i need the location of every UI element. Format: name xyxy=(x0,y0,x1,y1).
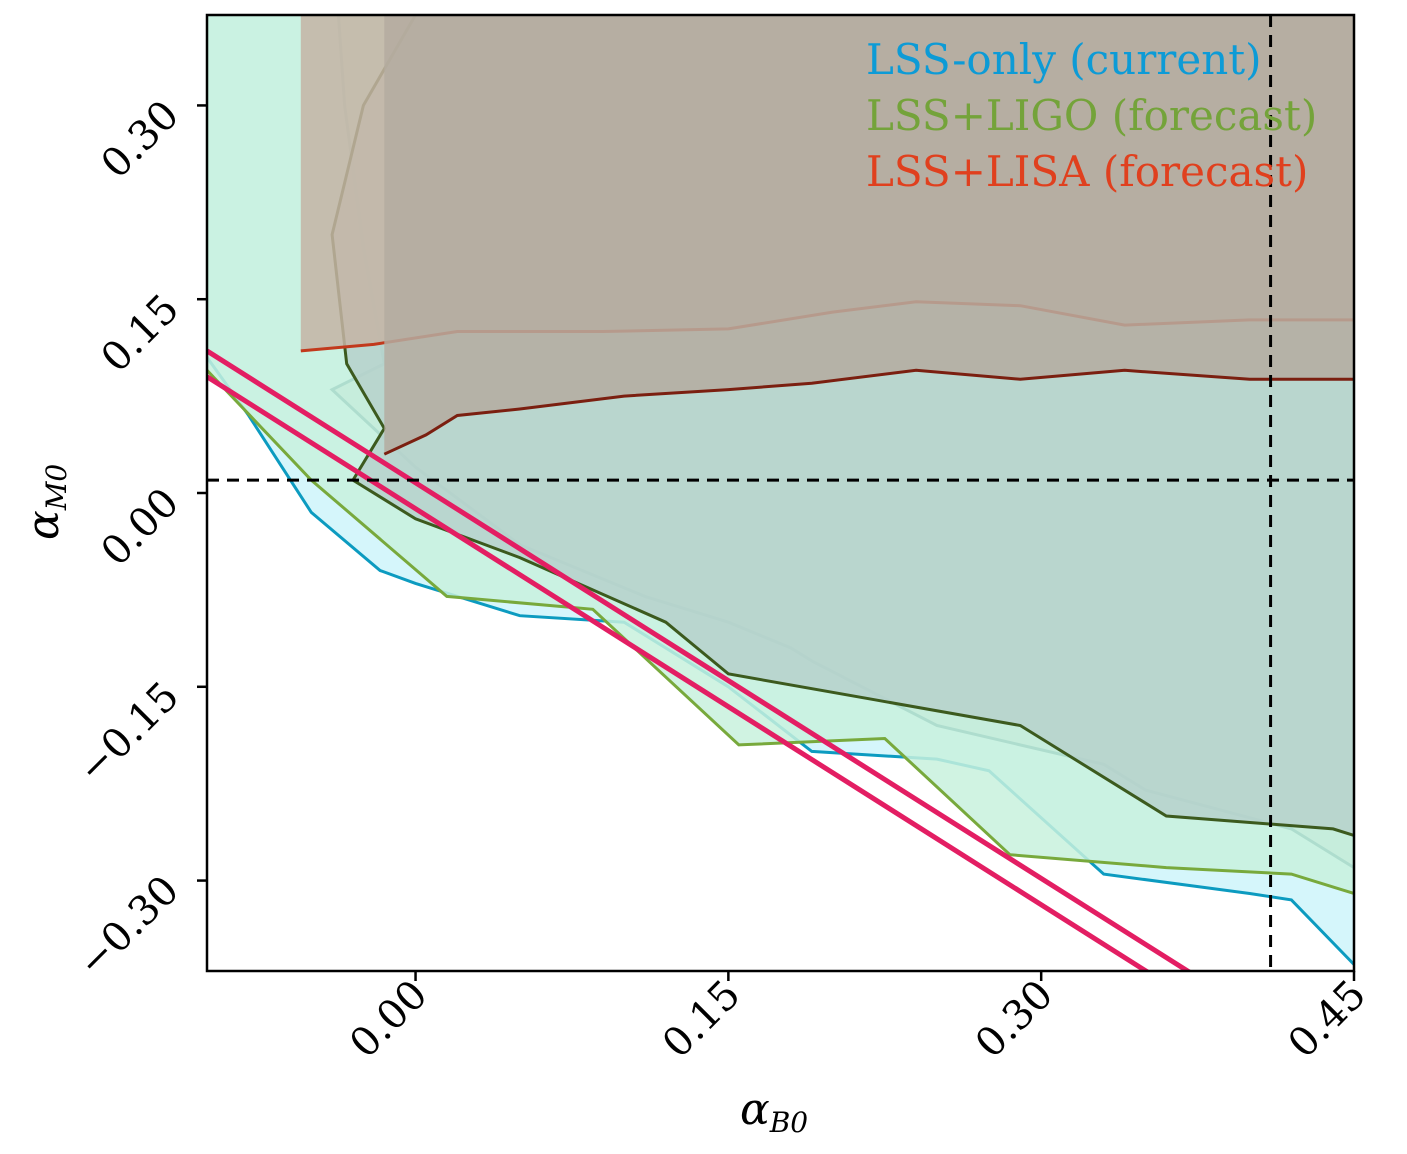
x-axis-title-subscript: B0 xyxy=(769,1106,808,1139)
legend-entry: LSS+LIGO (forecast) xyxy=(866,91,1317,140)
confidence-regions xyxy=(207,15,1354,971)
legend-entry: LSS-only (current) xyxy=(866,35,1262,84)
y-axis-title-symbol: α xyxy=(18,510,69,540)
y-tick-label: 0.00 xyxy=(93,480,189,576)
legend: LSS-only (current) LSS+LIGO (forecast) LSS… xyxy=(866,35,1317,196)
y-axis-title-subscript: M0 xyxy=(40,464,73,511)
y-tick-label: 0.15 xyxy=(93,286,189,382)
y-ticks: −0.30 −0.15 0.00 0.15 0.30 xyxy=(69,92,207,986)
reference-lines xyxy=(207,15,1354,971)
region-fill xyxy=(384,15,1354,455)
bound-line xyxy=(207,348,1193,971)
y-tick-label: −0.15 xyxy=(69,673,188,792)
x-tick-label: 0.00 xyxy=(341,972,437,1068)
x-axis-title-symbol: α xyxy=(740,1084,770,1135)
y-axis-title: αM0 xyxy=(18,464,73,540)
x-ticks: 0.00 0.15 0.30 0.45 xyxy=(341,971,1375,1067)
legend-entry: LSS+LISA (forecast) xyxy=(866,147,1308,196)
region-boundary xyxy=(207,369,1354,895)
x-tick-label: 0.45 xyxy=(1280,972,1376,1068)
y-tick-label: 0.30 xyxy=(93,92,189,188)
bound-line xyxy=(207,374,1151,971)
x-tick-label: 0.30 xyxy=(967,972,1063,1068)
region-boundary xyxy=(383,368,1354,456)
x-tick-label: 0.15 xyxy=(654,972,750,1068)
x-axis-title: αB0 xyxy=(740,1084,808,1139)
y-tick-label: −0.30 xyxy=(69,867,188,986)
